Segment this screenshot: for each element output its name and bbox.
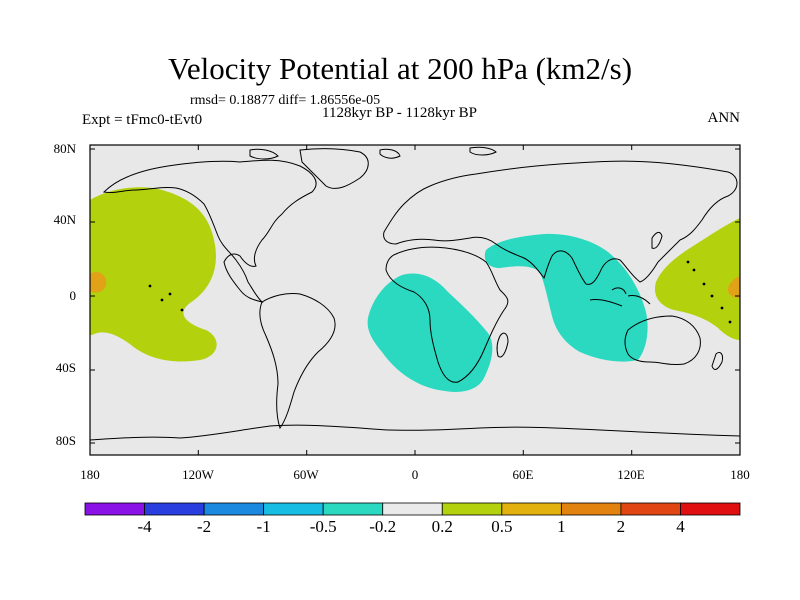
x-tick-label: 120W [182,467,214,482]
colorbar-swatch [501,502,562,516]
x-tick-label: 0 [411,467,419,482]
colorbar-label: 0.5 [491,517,513,536]
colorbar-swatch [620,502,681,516]
colorbar-swatch [441,502,503,516]
x-tick-label: 180 [80,467,100,482]
colorbar-label: 1 [557,517,566,536]
x-tick-label: 120E [617,467,645,482]
region-west-pacific-core [728,276,740,298]
season-label: ANN [707,110,741,126]
period-label: 1128kyr BP - 1128kyr BP [322,105,478,121]
x-tick-label: 60W [293,467,319,482]
y-tick-label: 80S [55,433,76,448]
colorbar-swatch [322,502,384,516]
coast-madagascar [496,332,509,358]
anomaly-regions [90,146,740,441]
colorbar-label: 2 [616,517,626,536]
colorbar-swatch [144,502,205,516]
colorbar-swatch [203,502,265,516]
coastlines [90,146,740,441]
coast-eurasia [383,160,738,285]
coast-new-zealand [711,351,723,370]
x-tick-label: 180 [730,467,750,482]
stats-line: rmsd= 0.18877 diff= 1.86556e-05 [190,93,381,108]
x-tick-label: 60E [512,467,534,482]
coast-south-america [259,293,336,430]
coast-north-america [102,159,317,303]
colorbar-label: 0.2 [431,517,453,536]
experiment-label: Expt = tFmc0-tEvt0 [82,112,203,128]
colorbar-label: -4 [137,517,152,536]
region-east-pacific-positive [90,187,217,362]
colorbar-label: -1 [256,517,271,536]
coast-africa [385,246,509,383]
y-tick-label: 0 [69,288,77,303]
region-atlantic-africa-negative [367,273,493,392]
axis-ticks [89,145,741,455]
colorbar-swatch [382,502,443,516]
region-central-pacific-core [90,272,107,293]
coast-indonesia [589,287,651,307]
colorbar-label: -2 [196,517,212,536]
colorbar-swatch [84,502,145,516]
coast-greenland [299,148,369,189]
map-title: Velocity Potential at 200 hPa (km2/s) [167,51,633,86]
coast-antarctica [90,424,740,441]
y-tick-label: 80N [53,141,76,156]
colorbar-swatch [680,502,741,516]
colorbar-label: -0.2 [369,517,397,536]
coast-arctic-islands [249,146,497,160]
coast-japan [651,231,663,249]
y-tick-label: 40S [55,360,76,375]
region-west-pacific-positive [654,218,740,340]
y-tick-label: 40N [53,212,76,227]
region-indian-ocean-negative [484,233,648,362]
colorbar-swatch [263,502,324,516]
coast-australia [624,315,701,366]
colorbar-swatch [560,502,622,516]
colorbar-label: -0.5 [309,517,337,536]
pacific-islands [148,260,732,324]
colorbar-label: 4 [676,517,685,536]
